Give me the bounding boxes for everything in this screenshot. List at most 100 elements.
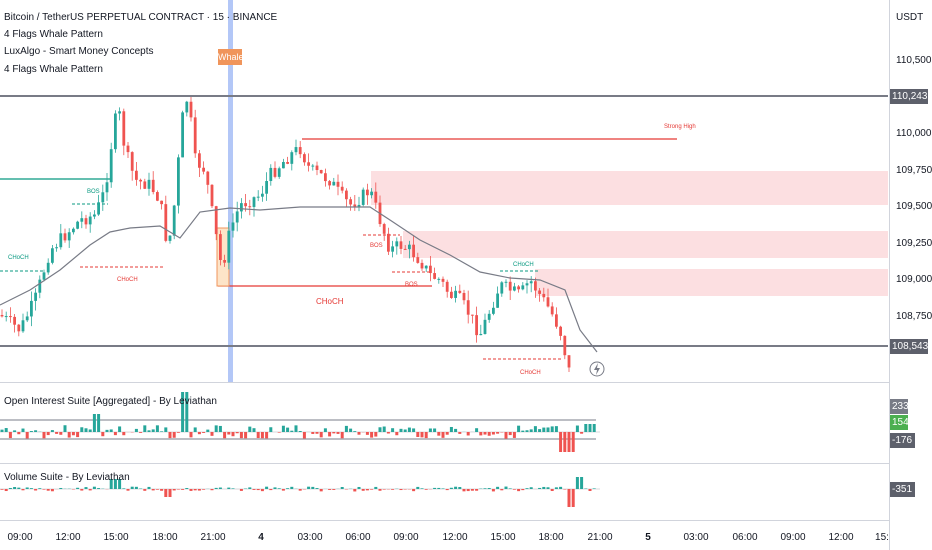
volume-bar <box>210 489 214 491</box>
indicator-label[interactable]: 4 Flags Whale Pattern <box>4 29 103 40</box>
candle-body <box>479 333 483 336</box>
candle-body <box>109 149 113 183</box>
volume-bar <box>391 489 395 490</box>
oi-bar <box>260 432 264 439</box>
oi-bar <box>256 432 260 439</box>
price-label: 109,250.0 <box>896 238 932 249</box>
volume-bar <box>420 488 424 489</box>
candle-body <box>80 218 84 222</box>
oi-bar <box>533 426 537 432</box>
volume-bar <box>508 488 512 489</box>
candle-body <box>504 281 508 283</box>
oi-bar <box>235 432 239 434</box>
candle-body <box>185 101 189 113</box>
oi-bar <box>97 414 101 432</box>
volume-bar <box>504 486 508 489</box>
oi-bar <box>164 427 168 432</box>
oi-bar <box>399 428 403 432</box>
candle-body <box>164 204 168 241</box>
whale-box <box>216 227 230 287</box>
candle-body <box>391 246 394 252</box>
pane-divider[interactable] <box>0 382 890 383</box>
candle-body <box>307 162 310 166</box>
oi-bar <box>80 427 84 432</box>
oi-bar <box>277 432 281 433</box>
oi-bar <box>349 428 353 432</box>
strong-high-label: Strong High <box>664 124 696 130</box>
volume-bar <box>433 487 437 489</box>
volume-bar <box>592 488 596 489</box>
volume-bar <box>84 487 88 489</box>
candle-body <box>42 272 46 280</box>
oi-bar <box>168 432 172 439</box>
time-label: 09:00 <box>393 532 419 543</box>
oi-bar <box>0 429 4 432</box>
volume-bar <box>252 489 256 490</box>
symbol-title[interactable]: Bitcoin / TetherUS PERPETUAL CONTRACT · … <box>4 12 278 23</box>
oi-bar <box>407 427 411 432</box>
candle-body <box>353 204 357 208</box>
volume-bar <box>487 488 491 489</box>
moving-average-line <box>0 206 598 353</box>
indicator-label[interactable]: 4 Flags Whale Pattern <box>4 64 103 75</box>
volume-bar <box>155 489 159 490</box>
candle-body <box>210 184 214 207</box>
candle-body <box>508 281 512 291</box>
oi-bar <box>454 428 458 432</box>
currency-label[interactable]: USDT <box>896 12 924 23</box>
oi-bar <box>231 432 235 437</box>
oi-bar <box>210 432 214 436</box>
time-label: 06:00 <box>345 532 371 543</box>
oi-pane-title[interactable]: Open Interest Suite [Aggregated] - By Le… <box>4 396 217 407</box>
volume-bar <box>462 489 466 492</box>
candle-body <box>466 300 470 315</box>
time-label: 12:00 <box>55 532 81 543</box>
candle-body <box>370 191 373 196</box>
oi-bar <box>483 432 487 435</box>
oi-bar <box>433 428 437 432</box>
candle-body <box>135 170 138 180</box>
alert-icon[interactable] <box>589 361 605 377</box>
oi-bar <box>160 431 164 432</box>
oi-bar <box>395 432 399 436</box>
candle-body <box>403 248 407 250</box>
volume-bar <box>4 489 8 492</box>
candle-body <box>252 197 256 207</box>
candle-body <box>563 335 567 356</box>
oi-bar <box>584 424 588 432</box>
volume-bar <box>307 486 311 489</box>
candle-body <box>387 233 390 252</box>
volume-bar <box>521 489 525 491</box>
oi-bar <box>437 432 441 436</box>
oi-bar <box>403 429 407 432</box>
oi-bar <box>512 432 516 438</box>
candle-body <box>248 206 252 208</box>
oi-bar <box>218 425 222 432</box>
candle-body <box>93 214 96 217</box>
volume-pane-title[interactable]: Volume Suite - By Leviathan <box>4 472 130 483</box>
candle-body <box>441 278 445 282</box>
oi-bar <box>88 429 92 432</box>
high-price-tag: 110,243.0 <box>890 89 932 104</box>
time-label: 06:00 <box>732 532 758 543</box>
price-label: 109,500.0 <box>896 201 932 212</box>
candle-body <box>172 205 176 236</box>
candle-body <box>458 290 462 293</box>
pane-divider[interactable] <box>0 463 890 464</box>
oi-bar <box>50 430 54 432</box>
candle-body <box>445 281 449 292</box>
indicator-label[interactable]: LuxAlgo - Smart Money Concepts <box>4 46 154 57</box>
candle-body <box>76 221 79 229</box>
volume-bar <box>80 489 84 491</box>
oi-bar <box>172 432 176 438</box>
volume-bar <box>449 487 453 489</box>
volume-bar <box>529 487 533 489</box>
volume-bar <box>130 486 134 489</box>
volume-bar <box>332 489 336 490</box>
candle-body <box>366 189 369 196</box>
volume-bar <box>197 489 201 491</box>
candle-body <box>156 192 159 201</box>
candle-body <box>235 211 239 223</box>
candle-body <box>147 179 151 189</box>
